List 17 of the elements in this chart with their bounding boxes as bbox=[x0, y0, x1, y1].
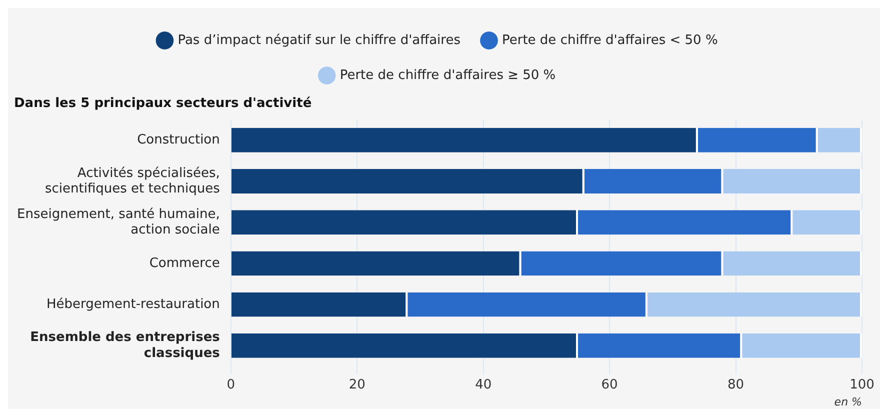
x-tick-label: 60 bbox=[601, 377, 618, 392]
x-tick-label: 80 bbox=[728, 377, 744, 392]
x-tick-label: 40 bbox=[475, 377, 492, 392]
y-tick-label: Enseignement, santé humaine, action sociale bbox=[16, 206, 220, 238]
y-tick-label: Commerce bbox=[149, 256, 220, 271]
y-tick-label: Hébergement-restauration bbox=[46, 296, 220, 312]
x-axis-title: en % bbox=[834, 395, 862, 408]
legend-label: Perte de chiffre d'affaires ≥ 50 % bbox=[340, 68, 556, 83]
y-tick-label: Ensemble des entreprises classiques bbox=[30, 330, 220, 361]
x-tick-label: 20 bbox=[348, 377, 366, 392]
x-tick-label: 0 bbox=[226, 377, 236, 392]
y-tick-label: Activités spécialisées, scientifiques et techniques bbox=[44, 166, 220, 196]
legend-label: Pas d’impact négatif sur le chiffre d'affaires bbox=[178, 32, 461, 48]
chart-subtitle: Dans les 5 principaux secteurs d'activité bbox=[14, 96, 312, 112]
y-tick-label: Construction bbox=[137, 132, 220, 148]
x-tick-label: 100 bbox=[850, 377, 874, 392]
legend-label: Perte de chiffre d'affaires < 50 % bbox=[502, 32, 718, 48]
